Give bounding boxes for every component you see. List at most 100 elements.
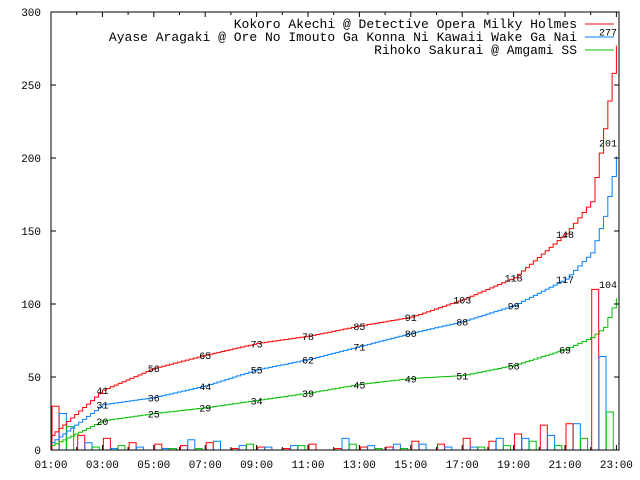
bar-2-hour-18 — [503, 445, 511, 451]
bar-2-hour-21 — [580, 437, 589, 451]
cumulative-line-2 — [51, 298, 617, 447]
point-label: 41 — [96, 387, 108, 398]
bar-1-hour-7 — [213, 440, 221, 451]
bar-1-hour-6 — [187, 439, 196, 451]
point-label: 25 — [148, 411, 160, 422]
x-tick-label: 13:00 — [343, 460, 376, 472]
bar-0-hour-20 — [539, 424, 548, 451]
point-label: 277 — [599, 29, 617, 40]
bar-0-hour-3 — [102, 437, 111, 451]
x-tick-label: 03:00 — [86, 460, 119, 472]
point-label: 62 — [302, 356, 314, 367]
bar-2-hour-22 — [605, 411, 614, 451]
point-label: 99 — [508, 302, 520, 313]
point-label: 45 — [353, 381, 365, 392]
x-tick-label: 07:00 — [189, 460, 222, 472]
point-label: 55 — [251, 367, 263, 378]
bar-2-hour-3 — [117, 445, 126, 451]
bar-0-hour-6 — [180, 445, 188, 451]
y-tick-label: 100 — [21, 300, 41, 312]
bar-0-hour-2 — [77, 434, 86, 451]
x-tick-label: 15:00 — [394, 460, 427, 472]
bar-0-hour-5 — [154, 443, 163, 451]
y-tick-label: 150 — [21, 227, 41, 239]
bar-0-hour-21 — [565, 423, 574, 451]
bar-2-hour-12 — [348, 443, 357, 451]
point-label: 80 — [405, 330, 417, 341]
y-tick-label: 200 — [21, 154, 41, 166]
bar-0-hour-11 — [308, 443, 317, 451]
cumulative-lines — [51, 45, 617, 447]
bar-0-hour-4 — [128, 442, 137, 451]
x-tick-label: 05:00 — [137, 460, 170, 472]
bar-1-hour-22 — [598, 356, 607, 451]
legend: Kokoro Akechi @ Detective Opera Milky Ho… — [109, 17, 614, 58]
bar-1-hour-18 — [495, 437, 504, 451]
legend-label: Rihoko Sakurai @ Amgami SS — [374, 43, 577, 58]
legend-label: Kokoro Akechi @ Detective Opera Milky Ho… — [234, 17, 577, 32]
x-tick-label: 17:00 — [446, 460, 479, 472]
point-label: 73 — [251, 340, 263, 351]
y-tick-label: 250 — [21, 81, 41, 93]
point-labels: 41 56 65 73 78 85 91 103 118 148 277 31 36 44 55 62 71 80… — [96, 29, 617, 429]
bar-1-hour-19 — [521, 437, 530, 451]
bar-1-hour-13 — [367, 445, 376, 451]
point-label: 34 — [251, 397, 263, 408]
bar-1-hour-21 — [572, 423, 581, 451]
bar-0-hour-19 — [514, 433, 523, 451]
bar-1-hour-8 — [238, 445, 247, 451]
x-tick-label: 19:00 — [497, 460, 530, 472]
legend-label: Ayase Aragaki @ Ore No Imouto Ga Konna N… — [109, 30, 577, 45]
x-tick-label: 11:00 — [291, 460, 324, 472]
bar-0-hour-7 — [205, 442, 214, 451]
bar-1-hour-15 — [418, 443, 427, 451]
bar-1-hour-12 — [341, 437, 350, 451]
point-label: 58 — [508, 362, 520, 373]
bar-1-hour-20 — [547, 434, 556, 451]
x-tick-label: 23:00 — [600, 460, 633, 472]
axes: 0 50 100 150 200 250 300 01:00 03:00 05:00 07:00 09… — [21, 8, 633, 472]
bar-2-hour-19 — [528, 440, 537, 451]
cumulative-line-0 — [51, 45, 617, 436]
y-tick-label: 50 — [28, 373, 41, 385]
point-label: 71 — [353, 343, 365, 354]
point-label: 51 — [456, 373, 468, 384]
bar-2-hour-10 — [297, 445, 306, 451]
bar-0-hour-18 — [488, 440, 497, 451]
bar-1-hour-10 — [290, 445, 299, 451]
bar-0-hour-22 — [591, 288, 600, 451]
y-tick-label: 300 — [21, 8, 41, 20]
bar-1-hour-1 — [58, 413, 67, 451]
point-label: 118 — [505, 275, 523, 286]
point-label: 29 — [199, 405, 211, 416]
point-label: 65 — [199, 352, 211, 363]
bar-0-hour-15 — [411, 440, 420, 451]
point-label: 104 — [599, 281, 617, 292]
bar-0-hour-16 — [437, 443, 445, 451]
x-tick-label: 01:00 — [34, 460, 67, 472]
point-label: 36 — [148, 394, 160, 405]
point-label: 78 — [302, 333, 314, 344]
point-label: 103 — [453, 297, 471, 308]
point-label: 49 — [405, 375, 417, 386]
y-tick-label: 0 — [34, 446, 41, 458]
point-label: 91 — [405, 314, 417, 325]
point-label: 56 — [148, 365, 160, 376]
hourly-bars — [51, 288, 614, 451]
point-label: 31 — [96, 402, 108, 413]
bar-2-hour-20 — [554, 445, 563, 451]
point-label: 20 — [96, 418, 108, 429]
x-tick-label: 21:00 — [548, 460, 581, 472]
point-label: 44 — [199, 383, 211, 394]
plot-border — [50, 11, 620, 451]
cumulative-line-1 — [51, 156, 617, 444]
point-label: 148 — [556, 231, 574, 242]
bar-0-hour-17 — [462, 437, 471, 451]
bar-1-hour-14 — [392, 443, 401, 451]
point-label: 69 — [559, 346, 571, 357]
bar-2-hour-8 — [246, 443, 254, 451]
point-label: 39 — [302, 390, 314, 401]
point-label: 117 — [556, 276, 574, 287]
point-label: 88 — [456, 319, 468, 330]
